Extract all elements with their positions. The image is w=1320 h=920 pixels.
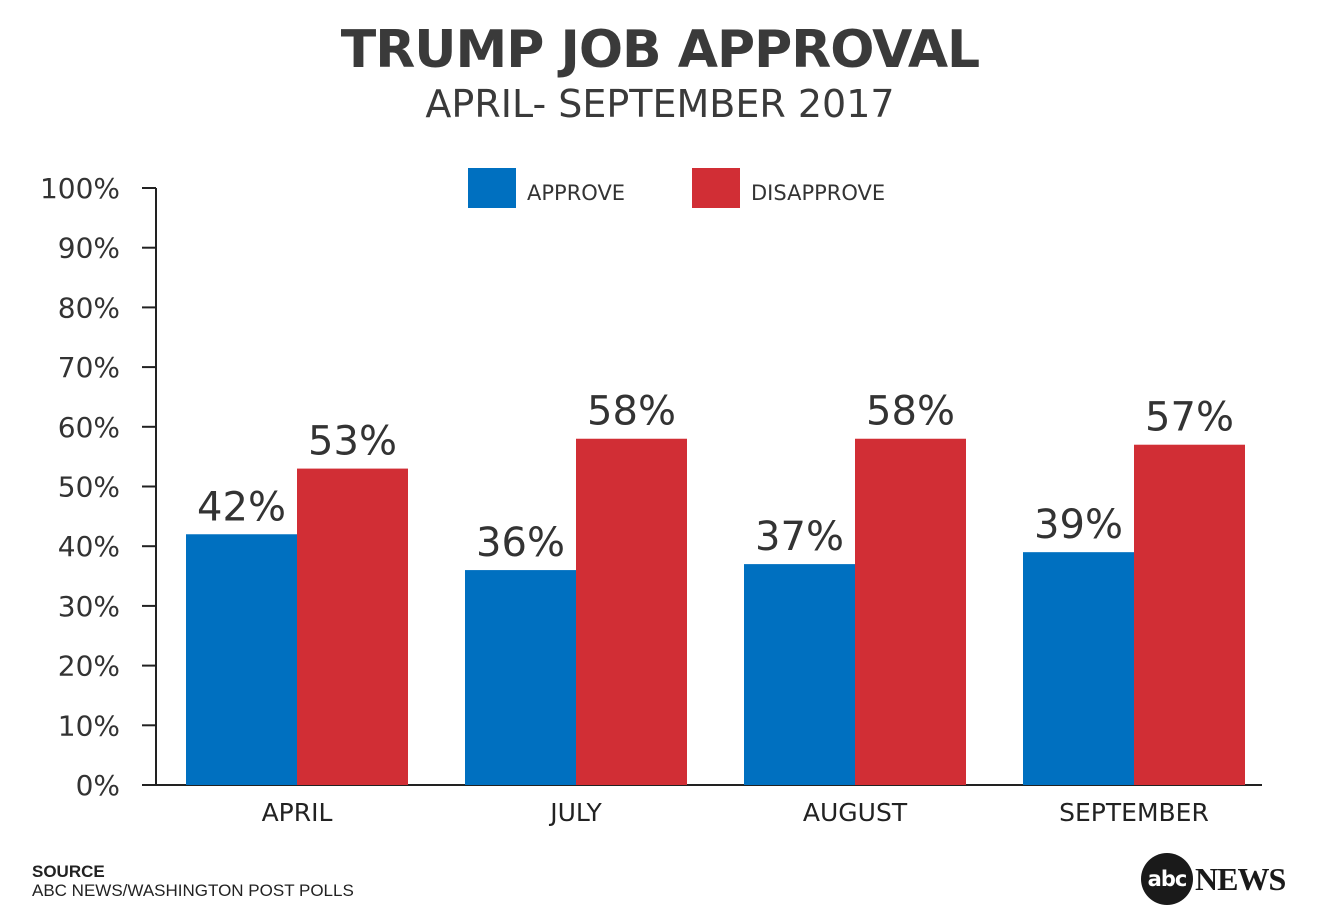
y-tick-label: 30% <box>58 590 120 623</box>
y-tick-label: 50% <box>58 471 120 504</box>
news-logo-word: NEWS <box>1195 860 1286 897</box>
abc-logo-mark: abc <box>1141 853 1193 905</box>
y-tick-label: 100% <box>40 172 120 205</box>
legend-swatch-disapprove <box>692 168 740 208</box>
y-tick-label: 90% <box>58 232 120 265</box>
legend-label-approve: APPROVE <box>527 181 625 205</box>
legend: APPROVE DISAPPROVE <box>468 168 885 208</box>
x-tick-label: JULY <box>548 798 602 827</box>
y-tick-label: 20% <box>58 650 120 683</box>
bar-disapprove-april <box>297 468 408 785</box>
data-label: 58% <box>866 389 955 435</box>
source-text: ABC NEWS/WASHINGTON POST POLLS <box>32 881 354 900</box>
bars <box>186 438 1245 785</box>
data-label: 58% <box>587 389 676 435</box>
data-label: 57% <box>1145 395 1234 441</box>
data-label: 37% <box>755 514 844 560</box>
bar-chart: 0% 10% 20% 30% 40% 50% 60% 70% 80% 90% 100% 42% 53%… <box>40 168 1262 827</box>
x-tick-label: APRIL <box>262 798 333 827</box>
y-tick-label: 0% <box>76 769 120 802</box>
x-tick-label: AUGUST <box>803 798 908 827</box>
bar-disapprove-august <box>855 438 966 785</box>
y-tick-label: 70% <box>58 351 120 384</box>
data-label: 42% <box>197 484 286 530</box>
bar-approve-april <box>186 534 297 785</box>
x-tick-label: SEPTEMBER <box>1059 798 1209 827</box>
data-label: 53% <box>308 419 397 465</box>
data-label: 36% <box>476 520 565 566</box>
y-tick-label: 10% <box>58 709 120 742</box>
source-heading: SOURCE <box>32 862 105 881</box>
axes: 0% 10% 20% 30% 40% 50% 60% 70% 80% 90% 100% <box>40 172 1262 802</box>
chart-subtitle: APRIL- SEPTEMBER 2017 <box>425 82 895 126</box>
chart-title: TRUMP JOB APPROVAL <box>340 20 980 80</box>
labels: 42% 53% APRIL 36% 58% JULY 37% 58% AUGUST 39% 57% S… <box>197 389 1234 827</box>
y-tick-label: 80% <box>58 291 120 324</box>
bar-disapprove-july <box>576 438 687 785</box>
legend-swatch-approve <box>468 168 516 208</box>
y-tick-label: 60% <box>58 411 120 444</box>
y-tick-label: 40% <box>58 530 120 563</box>
abc-news-logo: abc NEWS <box>1141 853 1286 905</box>
data-label: 39% <box>1034 502 1123 548</box>
bar-disapprove-september <box>1134 444 1245 785</box>
legend-label-disapprove: DISAPPROVE <box>751 181 885 205</box>
bar-approve-july <box>465 570 576 785</box>
bar-approve-august <box>744 564 855 785</box>
bar-approve-september <box>1023 552 1134 785</box>
source-note: SOURCE ABC NEWS/WASHINGTON POST POLLS <box>32 862 354 900</box>
